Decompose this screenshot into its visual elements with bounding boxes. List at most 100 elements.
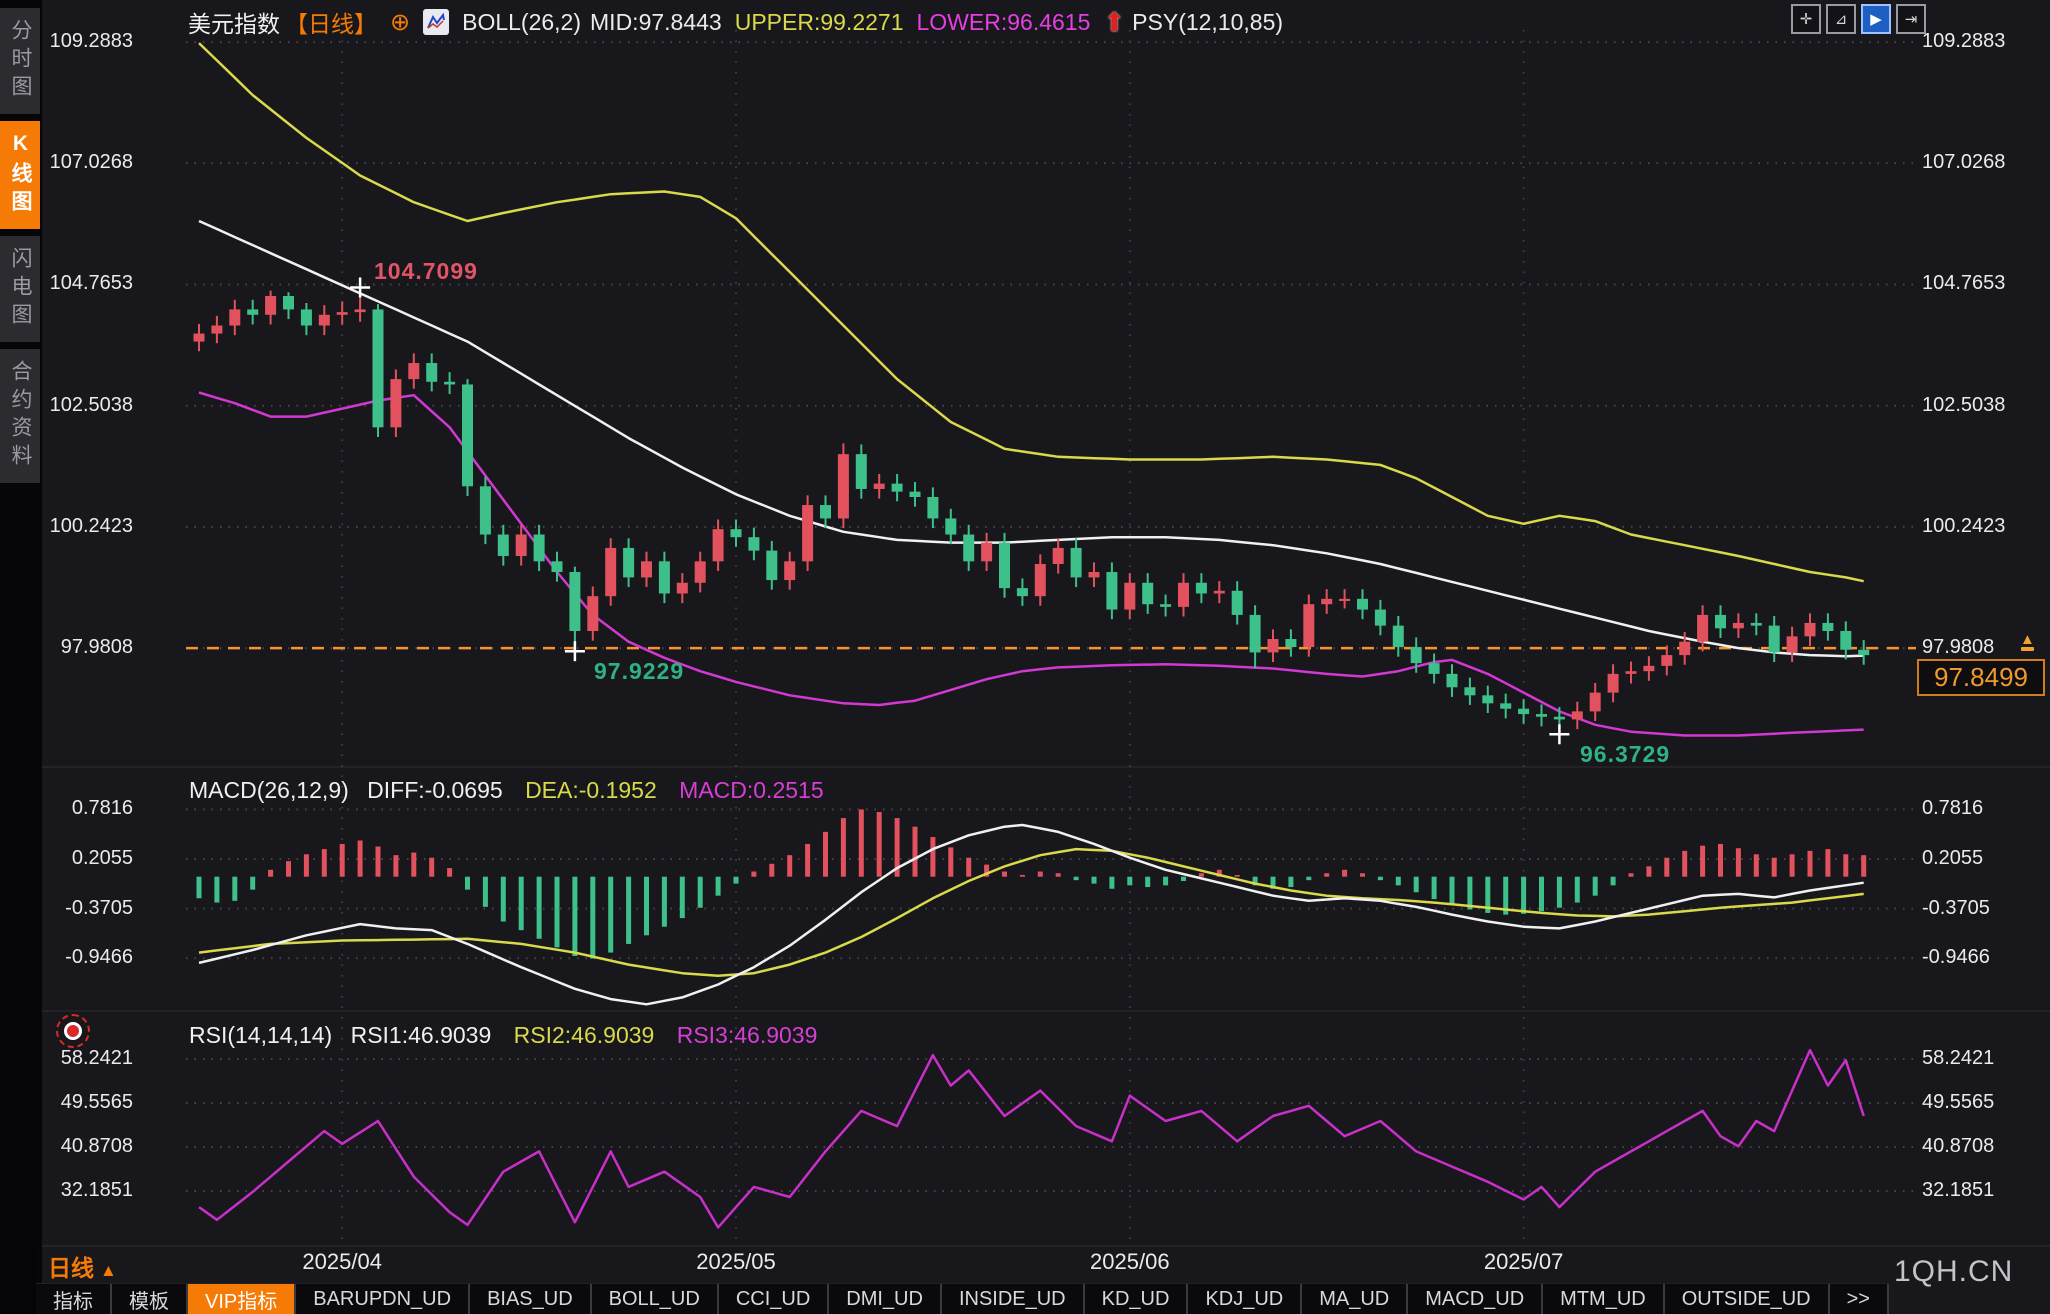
main-y-label-right: 107.0268 — [1922, 151, 2006, 174]
grid-lines — [42, 30, 2050, 1247]
rsi-y-label-right: 32.1851 — [1922, 1179, 1995, 1201]
line-chart-icon[interactable] — [423, 9, 450, 35]
july-low-annotation: 96.3729 — [1580, 741, 1671, 767]
indicator-tab-7[interactable]: DMI_UD — [829, 1284, 942, 1314]
main-y-label-left: 104.7653 — [49, 272, 133, 295]
scroll-to-latest-icon[interactable]: ▲ — [2020, 632, 2035, 651]
macd-dea-line — [198, 847, 1864, 978]
indicator-tab-0[interactable]: 指标 — [36, 1284, 112, 1314]
x-axis-date-label: 2025/05 — [696, 1249, 776, 1274]
boll-params-label: BOLL(26,2) — [462, 8, 582, 35]
high-price-annotation: 104.7099 — [374, 258, 478, 284]
chart-toolbar: ✛ ⊿ ▶ ⇥ — [1791, 4, 1926, 34]
macd-y-label-left: 0.2055 — [71, 846, 133, 869]
main-y-label-right: 100.2423 — [1922, 514, 2006, 537]
playback-icon[interactable]: ▶ — [1861, 4, 1891, 34]
crosshair-icon[interactable]: ✛ — [1791, 4, 1821, 34]
psy-params-label: PSY(12,10,85) — [1132, 8, 1284, 35]
indicator-tab-14[interactable]: OUTSIDE_UD — [1665, 1284, 1830, 1314]
rsi-y-label-left: 40.8708 — [60, 1135, 133, 1157]
x-axis-date-label: 2025/04 — [302, 1249, 382, 1274]
rsi1-value: RSI1:46.9039 — [350, 1022, 492, 1048]
april-low-annotation: 97.9229 — [594, 658, 685, 684]
boll-mid-line — [198, 219, 1864, 658]
candlestick-series — [193, 287, 1870, 735]
price-extreme-markers — [350, 277, 1570, 745]
indicator-tab-9[interactable]: KD_UD — [1085, 1284, 1189, 1314]
macd-macd-value: MACD:0.2515 — [679, 777, 824, 803]
indicator-tab-12[interactable]: MACD_UD — [1408, 1284, 1544, 1314]
indicator-tab-15[interactable]: >> — [1830, 1284, 1889, 1314]
rsi-y-label-left: 58.2421 — [60, 1046, 133, 1069]
period-tag[interactable]: 【日线】 — [285, 11, 377, 37]
boll-lower-value: LOWER:96.4615 — [916, 8, 1091, 35]
boll-mid-value: MID:97.8443 — [590, 8, 722, 35]
sidebar-chart-modes: 分时图 K线图闪电图合约资料 — [0, 8, 40, 483]
sidebar-item-2[interactable]: 闪电图 — [0, 236, 40, 342]
add-indicator-icon[interactable]: ⊕ — [390, 8, 411, 36]
macd-diff-line — [198, 823, 1864, 1006]
macd-y-label-right: -0.9466 — [1922, 946, 1990, 969]
rsi3-value: RSI3:46.9039 — [676, 1022, 818, 1048]
chart-header: 美元指数 【日线】 ⊕ BOLL(26,2) MID:97.8443 UPPER… — [188, 6, 1283, 38]
indicator-tab-8[interactable]: INSIDE_UD — [942, 1284, 1085, 1314]
main-y-label-right: 97.9808 — [1922, 636, 1995, 659]
rsi-y-label-right: 49.5565 — [1922, 1091, 1995, 1113]
rsi-y-label-right: 40.8708 — [1922, 1135, 1995, 1157]
rsi-y-label-left: 49.5565 — [60, 1091, 133, 1113]
sidebar-item-0[interactable]: 分时图 — [0, 8, 40, 114]
period-selector[interactable]: 日线 ▲ — [48, 1249, 117, 1283]
sidebar-item-3[interactable]: 合约资料 — [0, 349, 40, 483]
macd-y-label-left: -0.3705 — [65, 896, 133, 919]
macd-histogram — [196, 809, 1867, 959]
indicator-tab-5[interactable]: BOLL_UD — [592, 1284, 719, 1314]
watermark: 1QH.CN — [1894, 1255, 2014, 1288]
main-y-label-right: 102.5038 — [1922, 393, 2006, 416]
rsi-y-label-left: 32.1851 — [60, 1179, 133, 1201]
indicator-tab-6[interactable]: CCI_UD — [719, 1284, 830, 1314]
macd-y-label-right: 0.2055 — [1922, 846, 1984, 869]
signal-arrow-icon: ⬆ — [1103, 6, 1126, 37]
corner-cell — [0, 1246, 36, 1314]
main-y-label-left: 102.5038 — [49, 393, 133, 416]
macd-y-label-left: 0.7816 — [71, 797, 133, 820]
axis-range-icon[interactable]: ⊿ — [1826, 4, 1856, 34]
indicator-tab-10[interactable]: KDJ_UD — [1188, 1284, 1303, 1314]
period-label-text: 日线 — [48, 1255, 94, 1281]
macd-dea-value: DEA:-0.1952 — [525, 777, 657, 803]
sidebar-item-1[interactable]: K线图 — [0, 121, 40, 229]
rsi-legend: RSI(14,14,14) RSI1:46.9039 RSI2:46.9039 … — [189, 1022, 817, 1049]
x-axis-date-label: 2025/06 — [1090, 1249, 1170, 1274]
rsi-line — [198, 1048, 1865, 1229]
shift-right-icon[interactable]: ⇥ — [1896, 4, 1926, 34]
macd-diff-value: DIFF:-0.0695 — [367, 777, 503, 803]
period-arrow-icon: ▲ — [100, 1261, 117, 1280]
instrument-title: 美元指数 — [188, 11, 280, 37]
boll-upper-line — [198, 42, 1864, 583]
main-y-label-left: 107.0268 — [49, 151, 133, 174]
rsi-params-label: RSI(14,14,14) — [189, 1022, 333, 1048]
main-y-label-left: 100.2423 — [49, 514, 133, 537]
indicator-tab-2[interactable]: VIP指标 — [188, 1284, 297, 1314]
indicator-tab-1[interactable]: 模板 — [112, 1284, 188, 1314]
main-y-label-right: 104.7653 — [1922, 272, 2006, 295]
macd-legend: MACD(26,12,9) DIFF:-0.0695 DEA:-0.1952 M… — [189, 777, 824, 804]
macd-params-label: MACD(26,12,9) — [189, 777, 349, 803]
macd-y-label-left: -0.9466 — [65, 946, 133, 969]
indicator-tab-13[interactable]: MTM_UD — [1543, 1284, 1665, 1314]
main-y-label-right: 109.2883 — [1922, 30, 2006, 53]
macd-y-label-right: -0.3705 — [1922, 896, 1990, 919]
main-y-label-left: 97.9808 — [60, 636, 133, 659]
indicator-alert-icon[interactable] — [54, 1012, 92, 1050]
indicator-tab-3[interactable]: BARUPDN_UD — [296, 1284, 471, 1314]
macd-y-label-right: 0.7816 — [1922, 797, 1984, 820]
rsi-y-label-right: 58.2421 — [1922, 1046, 1995, 1069]
x-axis-date-label: 2025/07 — [1483, 1249, 1564, 1274]
boll-lower-line — [198, 391, 1864, 737]
indicator-tabbar: 指标 模板 VIP指标 BARUPDN_UD BIAS_UD BOLL_UD CCI_UD D… — [36, 1283, 1889, 1314]
indicator-tab-11[interactable]: MA_UD — [1302, 1284, 1409, 1314]
boll-upper-value: UPPER:99.2271 — [734, 8, 904, 35]
indicator-tab-4[interactable]: BIAS_UD — [470, 1284, 592, 1314]
